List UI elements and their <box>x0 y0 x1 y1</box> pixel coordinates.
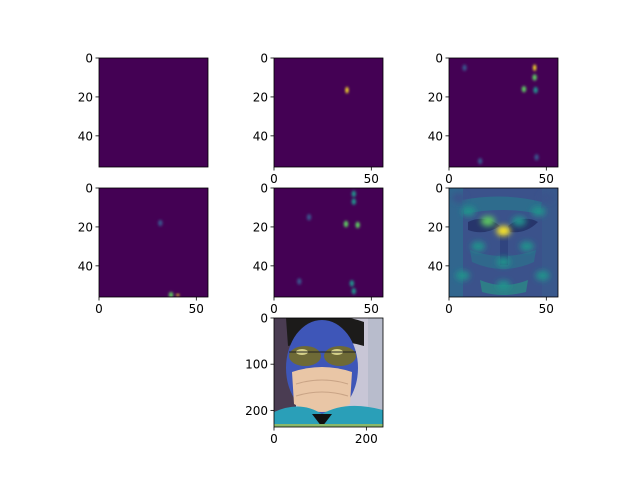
panel-7-frame <box>273 317 384 428</box>
panel-4-frame <box>98 187 209 298</box>
panel-6-ytick-label: 20 <box>428 220 443 234</box>
panel-5-hotspot <box>351 287 357 295</box>
panel-4-xtick-label: 50 <box>189 302 204 316</box>
panel-5: 0 50 0 20 40 <box>253 182 384 316</box>
panel-6-hotspot <box>455 270 470 281</box>
panel-6-hotspot <box>480 216 495 227</box>
panel-5-heatmap <box>274 188 383 297</box>
panel-3-hotspot <box>534 154 539 161</box>
panel-5-ytick-label: 40 <box>253 259 268 273</box>
panel-6-hotspot <box>512 216 527 227</box>
panel-5-xtick-label: 0 <box>270 302 278 316</box>
panel-2-heatmap <box>274 58 383 167</box>
panel-5-ytick-label: 20 <box>253 220 268 234</box>
panel-3-xtick-label: 50 <box>539 172 554 186</box>
panel-6-hotspot <box>496 256 511 267</box>
panel-2-ytick-label: 40 <box>253 129 268 143</box>
panel-4-ytick-label: 40 <box>78 259 93 273</box>
panel-3: 0 50 0 20 40 <box>428 52 559 186</box>
panel-6-hotspot <box>451 192 466 203</box>
panel-5-hotspot <box>351 198 357 205</box>
panel-5-frame <box>273 187 384 298</box>
panel-3-hotspot <box>477 157 483 165</box>
panel-6-hotspot <box>539 192 554 203</box>
panel-6-xtick-label: 0 <box>445 302 453 316</box>
panel-4: 0 50 0 20 40 <box>78 182 209 316</box>
panel-7-xtick-label: 200 <box>355 432 378 446</box>
panel-2-hotspot <box>345 86 349 94</box>
panel-1: 0 20 40 <box>78 52 209 168</box>
panel-1-frame <box>98 57 209 168</box>
panel-2-ytick-label: 20 <box>253 90 268 104</box>
panel-5-hotspot <box>297 278 302 285</box>
panel-4-heatmap <box>99 188 208 297</box>
panel-6-frame <box>448 187 559 298</box>
panel-6-texture <box>449 188 558 297</box>
panel-3-hotspot <box>521 85 527 93</box>
panel-6-hotspot <box>535 270 550 281</box>
panel-4-ytick-label: 0 <box>85 182 93 196</box>
panel-6-hotspot <box>519 241 534 252</box>
panel-5-hotspot <box>349 280 355 287</box>
panel-3-ytick-label: 0 <box>435 52 443 66</box>
panel-2-xtick-label: 50 <box>364 172 379 186</box>
panel-3-ytick-label: 20 <box>428 90 443 104</box>
panel-5-xtick-label: 50 <box>364 302 379 316</box>
panel-5-hotspot <box>355 221 360 229</box>
panel-6-hotspot <box>496 225 511 236</box>
panel-4-ytick-label: 20 <box>78 220 93 234</box>
panel-6-hotspot <box>471 241 486 252</box>
panel-3-ytick-label: 40 <box>428 129 443 143</box>
panel-1-ytick-label: 20 <box>78 90 93 104</box>
panel-3-hotspot <box>462 64 467 71</box>
sunglasses-left-lens <box>289 346 321 366</box>
panel-7-ytick-label: 0 <box>260 312 268 326</box>
panel-3-hotspot <box>533 86 538 94</box>
panel-5-hotspot <box>343 220 349 228</box>
panel-2: 0 50 0 20 40 <box>253 52 384 186</box>
panel-6-hotspot <box>531 206 546 217</box>
panel-7-xtick-label: 0 <box>270 432 278 446</box>
panel-3-heatmap <box>449 58 558 167</box>
sunglasses-right-lens <box>324 346 356 366</box>
panel-5-hotspot <box>351 190 357 198</box>
panel-6-hotspot <box>496 280 511 291</box>
panel-2-ytick-label: 0 <box>260 52 268 66</box>
panel-3-hotspot <box>532 74 537 81</box>
panel-1-ytick-label: 40 <box>78 129 93 143</box>
panel-4-hotspot <box>158 219 163 227</box>
panel-1-ytick-label: 0 <box>85 52 93 66</box>
panel-6-ytick-label: 0 <box>435 182 443 196</box>
panel-7-ytick-label: 200 <box>245 404 268 418</box>
panel-4-xtick-label: 0 <box>95 302 103 316</box>
panel-3-hotspot <box>533 64 537 71</box>
panel-6-hotspot <box>461 206 476 217</box>
panel-6: 0 50 0 20 40 <box>428 182 559 316</box>
panel-4-hotspot <box>168 291 174 297</box>
panel-6-ytick-label: 40 <box>428 259 443 273</box>
face-mask <box>292 367 352 412</box>
panel-3-xtick-label: 0 <box>445 172 453 186</box>
input-photo <box>274 318 383 427</box>
panel-7-ytick-label: 100 <box>245 358 268 372</box>
panel-3-frame <box>448 57 559 168</box>
panel-2-frame <box>273 57 384 168</box>
panel-1-heatmap <box>99 58 208 167</box>
panel-2-xtick-label: 0 <box>270 172 278 186</box>
panel-6-xtick-label: 50 <box>539 302 554 316</box>
panel-5-hotspot <box>306 213 312 221</box>
panel-4-hotspot <box>176 293 180 297</box>
panel-5-ytick-label: 0 <box>260 182 268 196</box>
